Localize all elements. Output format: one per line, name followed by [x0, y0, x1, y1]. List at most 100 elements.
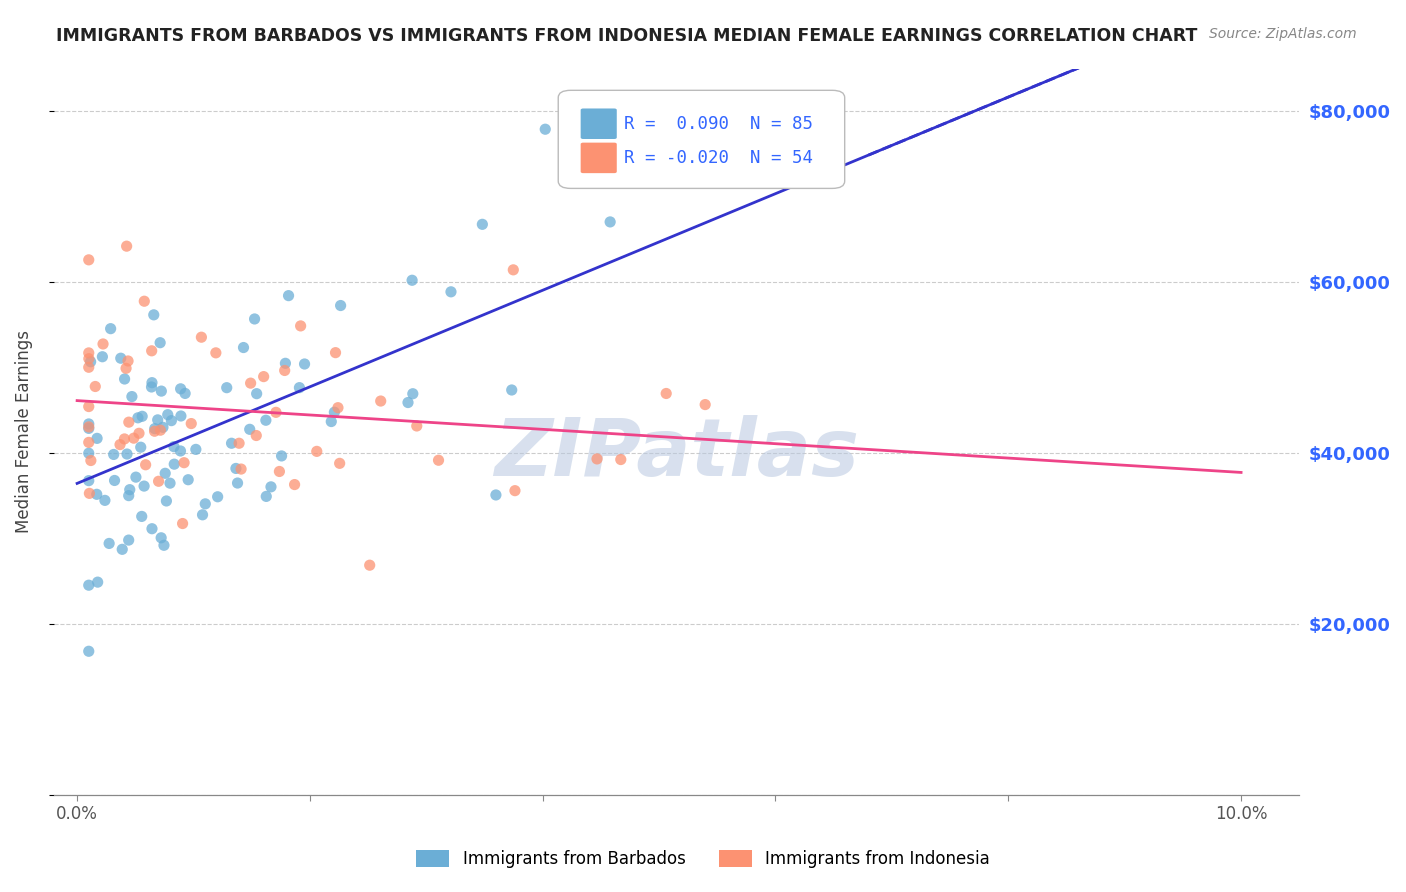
Point: [163, 440, 186, 454]
Point: [172, 516, 194, 531]
Point: [115, 361, 138, 376]
Point: [77, 417, 100, 431]
Point: [77, 446, 100, 460]
Point: [695, 398, 717, 412]
Y-axis label: Median Female Earnings: Median Female Earnings: [15, 330, 32, 533]
Point: [655, 386, 678, 401]
Point: [174, 386, 197, 401]
Point: [149, 335, 172, 350]
Point: [103, 447, 125, 461]
Point: [86, 575, 108, 590]
Point: [91, 350, 114, 364]
Point: [274, 356, 297, 370]
Point: [226, 476, 249, 491]
Point: [329, 299, 352, 313]
Point: [440, 285, 463, 299]
Point: [264, 405, 287, 419]
Point: [141, 380, 163, 394]
Point: [610, 452, 633, 467]
Point: [110, 351, 132, 366]
Point: [100, 321, 122, 335]
Point: [141, 376, 163, 390]
Point: [502, 263, 524, 277]
Point: [77, 644, 100, 658]
Point: [79, 486, 101, 500]
Point: [239, 422, 262, 436]
Point: [103, 474, 125, 488]
Point: [150, 531, 173, 545]
Point: [114, 432, 136, 446]
Point: [329, 456, 352, 470]
Point: [84, 379, 107, 393]
Point: [153, 467, 176, 481]
Point: [427, 453, 450, 467]
Point: [77, 474, 100, 488]
Point: [163, 457, 186, 471]
Point: [190, 330, 212, 344]
Point: [169, 444, 191, 458]
Point: [77, 346, 100, 360]
Point: [225, 461, 247, 475]
Point: [118, 533, 141, 547]
Point: [94, 493, 117, 508]
Text: Source: ZipAtlas.com: Source: ZipAtlas.com: [1209, 27, 1357, 41]
Point: [115, 447, 138, 461]
Point: [586, 451, 609, 466]
Point: [141, 343, 163, 358]
Point: [128, 426, 150, 441]
Point: [270, 449, 292, 463]
Point: [184, 442, 207, 457]
Point: [359, 558, 381, 573]
Point: [156, 408, 179, 422]
Point: [155, 494, 177, 508]
Point: [370, 394, 392, 409]
Point: [117, 354, 139, 368]
Point: [288, 381, 311, 395]
Point: [80, 453, 103, 467]
Point: [485, 488, 508, 502]
Legend: Immigrants from Barbados, Immigrants from Indonesia: Immigrants from Barbados, Immigrants fro…: [409, 843, 997, 875]
Point: [229, 462, 252, 476]
Point: [134, 294, 156, 309]
Point: [402, 386, 425, 401]
Point: [254, 490, 277, 504]
Point: [471, 217, 494, 231]
Point: [326, 401, 349, 415]
Point: [115, 239, 138, 253]
Point: [108, 437, 131, 451]
Point: [503, 483, 526, 498]
Point: [245, 428, 267, 442]
Point: [114, 372, 136, 386]
Point: [170, 409, 193, 423]
Point: [534, 122, 557, 136]
Point: [323, 405, 346, 419]
Point: [77, 351, 100, 366]
Point: [77, 420, 100, 434]
Point: [127, 410, 149, 425]
Point: [118, 489, 141, 503]
Point: [121, 390, 143, 404]
Point: [207, 490, 229, 504]
Point: [254, 413, 277, 427]
Point: [77, 578, 100, 592]
Point: [246, 386, 269, 401]
Point: [284, 477, 307, 491]
Point: [401, 273, 423, 287]
FancyBboxPatch shape: [581, 143, 617, 173]
Point: [321, 415, 343, 429]
Point: [135, 458, 157, 472]
Point: [177, 473, 200, 487]
Point: [205, 346, 228, 360]
Point: [269, 465, 291, 479]
Point: [239, 376, 262, 391]
Point: [228, 436, 250, 450]
Point: [599, 215, 621, 229]
FancyBboxPatch shape: [558, 90, 845, 188]
Point: [253, 369, 276, 384]
Point: [325, 345, 347, 359]
Point: [91, 337, 114, 351]
Point: [98, 536, 121, 550]
Point: [273, 363, 295, 377]
Point: [221, 436, 243, 450]
Point: [243, 312, 266, 326]
